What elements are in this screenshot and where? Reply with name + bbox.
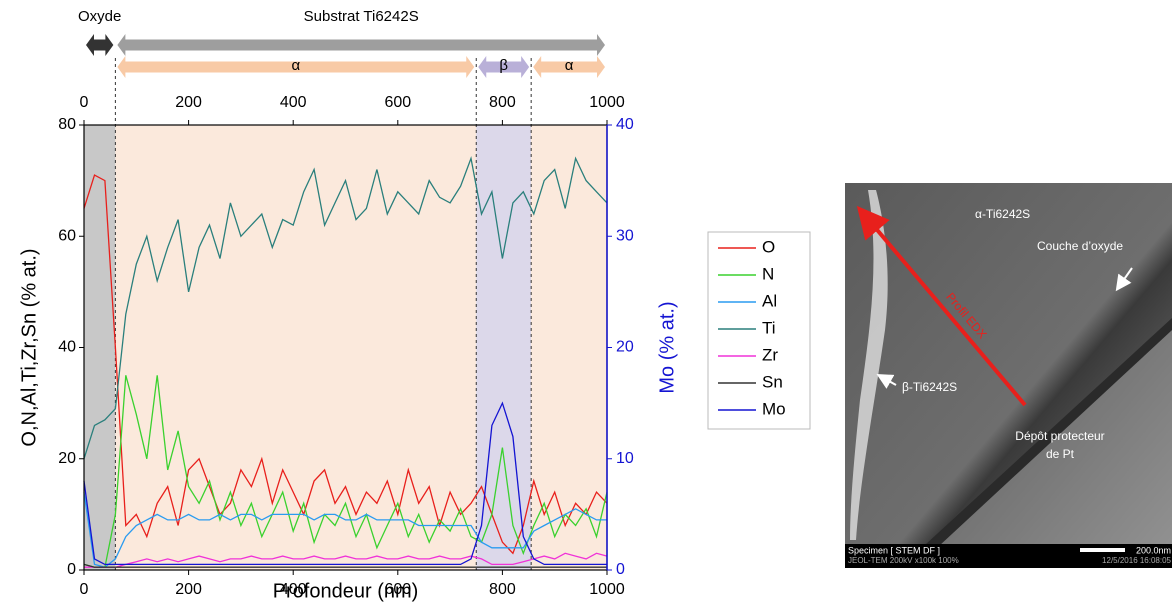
annotation: β-Ti6242S bbox=[902, 380, 957, 394]
layer-label: Oxyde bbox=[78, 8, 121, 25]
x-top-tick-label: 800 bbox=[489, 94, 516, 111]
y2-tick-label: 20 bbox=[616, 339, 634, 356]
series-line bbox=[83, 563, 607, 568]
x-top-tick-label: 1000 bbox=[589, 94, 625, 111]
x-tick-label: 600 bbox=[384, 581, 411, 598]
oxide-arrow bbox=[1115, 267, 1133, 292]
legend-label: Al bbox=[762, 291, 777, 310]
layer-label: Substrat Ti6242S bbox=[304, 8, 419, 25]
y2-tick-label: 10 bbox=[616, 450, 634, 467]
x-top-tick-label: 0 bbox=[80, 94, 89, 111]
legend-label: Mo bbox=[762, 399, 786, 418]
x-tick-label: 0 bbox=[80, 581, 89, 598]
legend-label: O bbox=[762, 237, 775, 256]
y-tick-label: 20 bbox=[58, 450, 76, 467]
info-text: Specimen [ STEM DF ] bbox=[848, 545, 940, 555]
y2-tick-label: 40 bbox=[616, 116, 634, 133]
info-text: 200.0nm bbox=[1136, 545, 1171, 555]
legend-box bbox=[707, 231, 811, 430]
series-line bbox=[83, 155, 608, 459]
info-text: 12/5/2016 16:08:05 bbox=[1102, 556, 1172, 565]
x-tick-label: 200 bbox=[175, 581, 202, 598]
phase-arrow bbox=[117, 56, 475, 78]
info-text: JEOL-TEM 200kV x100k 100% bbox=[848, 556, 959, 565]
x-top-tick-label: 200 bbox=[175, 94, 202, 111]
y-axis-label: O,N,Al,Ti,Zr,Sn (% at.) bbox=[18, 248, 40, 446]
series-line bbox=[83, 174, 608, 555]
beta-lamella bbox=[850, 190, 888, 540]
annotation: de Pt bbox=[1046, 447, 1075, 461]
series-line bbox=[83, 375, 608, 568]
phase-label: β bbox=[499, 57, 508, 74]
edx-profile-arrow bbox=[856, 205, 1027, 407]
layer-region bbox=[84, 125, 116, 570]
series-line bbox=[83, 492, 607, 568]
annotation: α-Ti6242S bbox=[975, 207, 1030, 221]
legend-label: Zr bbox=[762, 345, 778, 364]
legend-label: Sn bbox=[762, 372, 783, 391]
phase-label: α bbox=[291, 57, 300, 74]
y-tick-label: 80 bbox=[58, 116, 76, 133]
phase-arrow bbox=[533, 56, 605, 78]
y2-axis-label: Mo (% at.) bbox=[656, 301, 678, 393]
phase-arrow bbox=[478, 56, 530, 78]
x-tick-label: 1000 bbox=[589, 581, 625, 598]
phase-region bbox=[115, 125, 477, 570]
x-top-tick-label: 600 bbox=[384, 94, 411, 111]
layer-arrow bbox=[86, 34, 114, 56]
series-line bbox=[83, 401, 607, 566]
x-top-tick-label: 400 bbox=[280, 94, 307, 111]
y-tick-label: 40 bbox=[58, 339, 76, 356]
y2-tick-label: 0 bbox=[616, 561, 625, 578]
x-tick-label: 400 bbox=[280, 581, 307, 598]
annotation: Dépôt protecteur bbox=[1015, 429, 1104, 443]
annotation: Couche d’oxyde bbox=[1037, 239, 1123, 253]
scale-bar bbox=[1080, 548, 1125, 552]
y2-tick-label: 30 bbox=[616, 227, 634, 244]
micrograph: α-Ti6242S Couche d’oxyde Profil EDX β-Ti… bbox=[845, 183, 1172, 568]
phase-label: α bbox=[565, 57, 574, 74]
x-axis-label: Profondeur (nm) bbox=[273, 580, 419, 602]
legend-label: Ti bbox=[762, 318, 776, 337]
y-tick-label: 0 bbox=[67, 561, 76, 578]
legend-label: N bbox=[762, 264, 774, 283]
series-line bbox=[84, 552, 608, 568]
beta-arrow bbox=[876, 374, 897, 389]
layer-arrow bbox=[117, 34, 605, 56]
oxide-band bbox=[925, 318, 1172, 545]
x-tick-label: 800 bbox=[489, 581, 516, 598]
y-tick-label: 60 bbox=[58, 227, 76, 244]
